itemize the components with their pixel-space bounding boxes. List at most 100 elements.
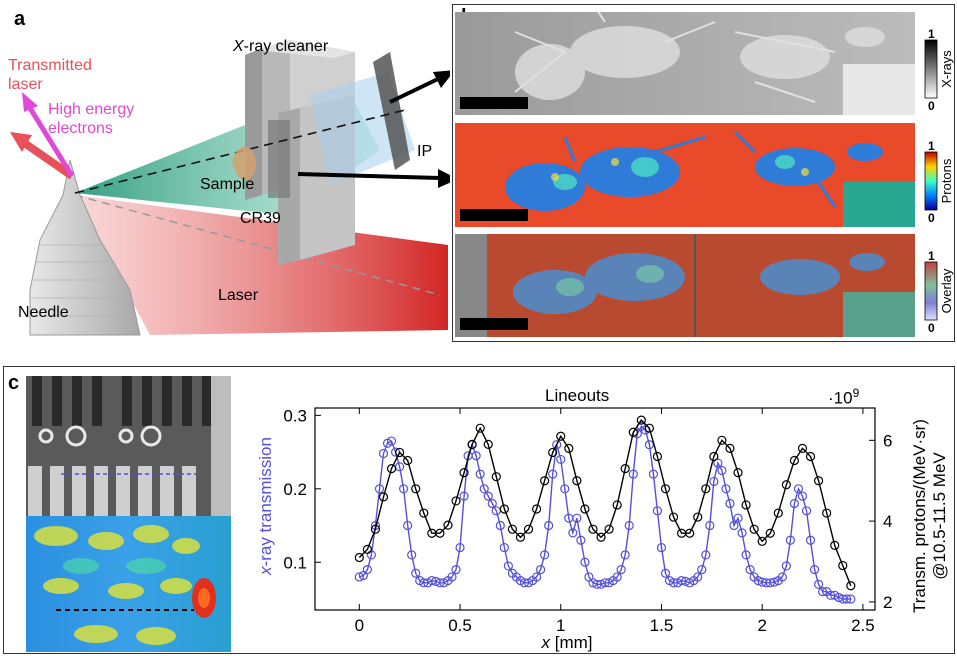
left-series-point: [713, 458, 723, 468]
right-series-point: [693, 512, 703, 522]
right-series-point: [838, 560, 848, 571]
left-series-point: [801, 506, 812, 516]
lineout-chart: x-ray transmission Transm. protons/(MeV·…: [256, 406, 949, 652]
left-series-point: [459, 491, 469, 501]
left-series-point: [741, 550, 751, 560]
right-series-point: [556, 431, 566, 441]
left-series-point: [399, 484, 409, 494]
right-series-point: [523, 524, 534, 534]
left-series-point: [745, 565, 755, 575]
right-series-point: [507, 524, 518, 534]
right-series-point: [564, 443, 574, 454]
right-series-point: [620, 463, 630, 474]
right-series-point: [749, 524, 759, 534]
left-series-point: [624, 520, 634, 531]
left-series-point: [531, 572, 542, 582]
right-series-point: [499, 504, 509, 514]
right-series-point: [588, 524, 598, 534]
left-series-point: [378, 448, 389, 459]
svg-text:x [mm]: x [mm]: [541, 633, 593, 652]
right-series-point: [636, 415, 646, 425]
right-series-point: [354, 552, 364, 563]
right-series-point: [741, 500, 751, 510]
right-series-line: [358, 418, 852, 587]
right-series-point: [386, 463, 397, 474]
left-series-point: [455, 542, 465, 553]
scale-bar-protons: [460, 209, 528, 221]
right-series-point: [419, 508, 429, 518]
right-series-point: [733, 468, 743, 478]
right-series-point: [596, 532, 606, 542]
x-tick-label: 1: [556, 616, 565, 635]
left-series-point: [487, 498, 497, 509]
left-series-point: [560, 484, 570, 494]
left-series-point: [403, 520, 413, 531]
left-series-point: [765, 578, 775, 588]
right-series-point: [604, 524, 614, 534]
y-axis-left-label: x-ray transmission: [256, 437, 275, 576]
left-series-point: [540, 550, 550, 560]
svg-text:@10.5-11.5 MeV: @10.5-11.5 MeV: [930, 452, 949, 580]
right-series-point: [580, 504, 590, 514]
left-series-point: [471, 451, 481, 461]
panel-c-letter: c: [8, 372, 20, 394]
left-series-line: [359, 425, 851, 600]
transmitted-laser-label: Transmitted laser: [8, 57, 92, 93]
right-series-point: [846, 581, 856, 591]
left-series-point: [813, 579, 824, 589]
left-series-point: [846, 594, 856, 604]
left-series-point: [737, 528, 747, 538]
cb-overlay-label: Overlay: [939, 268, 954, 313]
cb-xray-max: 1: [928, 27, 935, 41]
left-series-point: [407, 550, 417, 560]
left-series-point: [503, 561, 513, 571]
left-series-point: [818, 587, 828, 597]
left-series-point: [499, 542, 509, 553]
left-series-point: [544, 520, 554, 531]
left-series-point: [628, 469, 638, 479]
left-series-point: [721, 484, 731, 494]
laser-beam: [75, 195, 448, 335]
cr39-label: CR39: [240, 210, 281, 227]
needle-label: Needle: [18, 304, 69, 321]
left-series-point: [677, 576, 687, 586]
right-series-point: [475, 423, 485, 433]
panel-a-schematic: [10, 40, 450, 336]
right-series-point: [370, 524, 381, 534]
panel-c-frame: [3, 366, 955, 654]
left-series-point: [620, 550, 630, 560]
chart-title: Lineouts: [545, 386, 610, 405]
right-series-point: [628, 427, 638, 437]
left-series-point: [697, 565, 707, 575]
scale-bar-overlay: [460, 318, 528, 330]
panel-b-colorbars: 1 0 X-rays 1 0 Protons 1 0 Overlay: [924, 27, 954, 335]
right-axis-multiplier: ·109: [828, 386, 860, 408]
right-series-point: [459, 468, 469, 478]
right-series-point: [435, 528, 445, 538]
left-series-point: [693, 572, 703, 582]
left-series-point: [552, 440, 562, 450]
left-series-point: [580, 557, 590, 567]
right-series-point: [411, 484, 421, 494]
panel-a-letter: a: [14, 8, 26, 30]
panel-b-frame: [452, 4, 955, 342]
y-left-tick-label: 0.3: [283, 406, 307, 425]
right-series-point: [443, 520, 453, 530]
right-series-point: [725, 443, 735, 454]
left-series-point: [411, 568, 421, 578]
plot-frame: [314, 407, 876, 611]
left-series-point: [789, 498, 800, 509]
y-left-tick-label: 0.2: [283, 480, 307, 499]
right-series-point: [685, 528, 695, 538]
left-series-point: [616, 565, 626, 575]
y-right-tick-label: 6: [883, 431, 892, 450]
cb-protons-label: Protons: [939, 158, 954, 203]
left-series-point: [656, 542, 667, 553]
right-series-point: [652, 451, 663, 462]
left-series-point: [826, 590, 836, 600]
right-series-point: [378, 492, 389, 502]
right-series-point: [757, 536, 767, 546]
left-series-point: [374, 484, 385, 494]
sample-label: Sample: [200, 176, 255, 193]
left-series-point: [842, 594, 852, 604]
